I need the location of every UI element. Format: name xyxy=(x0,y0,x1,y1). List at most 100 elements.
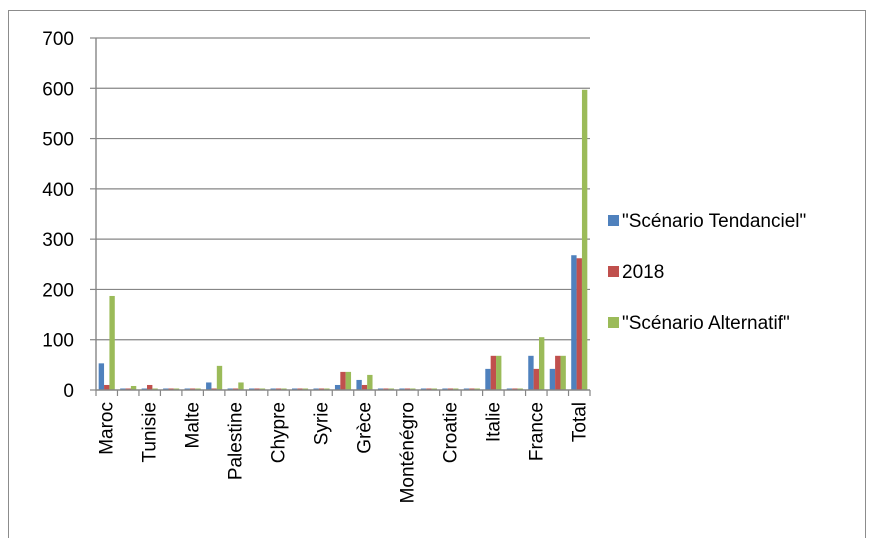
bar xyxy=(420,388,427,390)
bar xyxy=(447,388,454,390)
bar xyxy=(399,388,405,390)
y-tick-label: 300 xyxy=(42,230,74,251)
bar xyxy=(361,384,368,390)
y-tick-labels: 0 100 200 300 400 500 600 700 xyxy=(42,29,74,402)
bar xyxy=(98,363,105,390)
legend-label: "Scénario Tendanciel" xyxy=(622,211,806,232)
bar xyxy=(195,388,201,390)
bar xyxy=(206,382,212,390)
bar xyxy=(313,388,319,390)
bar xyxy=(538,337,545,390)
bar xyxy=(249,388,255,390)
bar xyxy=(334,384,341,390)
y-tick-label: 200 xyxy=(42,280,74,301)
axes xyxy=(95,38,591,396)
x-tick-label: Palestine xyxy=(226,402,247,480)
bar xyxy=(528,355,534,390)
bar xyxy=(324,388,330,390)
bar xyxy=(560,355,566,390)
bar xyxy=(173,388,180,390)
bar xyxy=(259,388,266,390)
x-tick-label: Syrie xyxy=(312,402,333,445)
bar xyxy=(302,388,309,390)
gridlines xyxy=(90,37,590,391)
bar xyxy=(388,388,395,390)
x-tick-label: Total xyxy=(569,402,590,442)
bar xyxy=(345,371,352,390)
x-tick-label: Tunisie xyxy=(140,402,161,463)
bar xyxy=(431,388,437,390)
y-tick-label: 0 xyxy=(63,381,74,402)
x-tick-label: France xyxy=(526,402,547,461)
bar xyxy=(270,388,276,390)
x-tick-label: Monténégro xyxy=(397,402,418,503)
legend-label: "Scénario Alternatif" xyxy=(622,313,790,334)
legend-label: 2018 xyxy=(622,262,664,283)
bar xyxy=(367,374,373,390)
bar xyxy=(163,388,169,390)
bar xyxy=(318,388,325,390)
y-tick-label: 400 xyxy=(42,180,74,201)
bar xyxy=(104,384,110,390)
bar xyxy=(184,388,190,390)
bar xyxy=(275,388,282,390)
bar xyxy=(517,388,523,390)
bar xyxy=(297,388,303,390)
bar xyxy=(356,379,362,390)
x-tick-label: Malte xyxy=(183,402,204,448)
bar xyxy=(141,388,148,390)
bar xyxy=(555,355,561,390)
bar xyxy=(109,295,115,390)
bar xyxy=(496,355,502,390)
bar xyxy=(377,388,384,390)
bar xyxy=(254,388,260,390)
y-tick-label: 700 xyxy=(42,29,74,50)
bar xyxy=(469,388,475,390)
bar xyxy=(549,368,556,390)
legend-swatch xyxy=(608,317,619,328)
bar xyxy=(404,388,411,390)
legend: "Scénario Tendanciel" 2018 "Scénario Alter… xyxy=(608,211,806,334)
bar xyxy=(291,388,298,390)
bar xyxy=(506,388,513,390)
bar xyxy=(232,388,239,390)
bar xyxy=(281,388,287,390)
bar xyxy=(581,89,588,390)
bar xyxy=(512,388,518,390)
bar xyxy=(426,388,432,390)
bar xyxy=(576,258,582,390)
bar xyxy=(152,388,158,390)
bar xyxy=(238,382,244,390)
legend-swatch xyxy=(608,266,619,277)
bar xyxy=(211,388,217,390)
bar xyxy=(216,365,223,390)
bar xyxy=(571,255,577,390)
bar xyxy=(485,368,491,390)
bar xyxy=(474,388,480,390)
bar xyxy=(410,388,416,390)
bar xyxy=(453,388,459,390)
x-tick-label: Chypre xyxy=(269,402,290,463)
x-tick-label: Maroc xyxy=(97,402,118,455)
y-tick-label: 100 xyxy=(42,331,74,352)
x-tick-label: Italie xyxy=(483,402,504,442)
bar xyxy=(120,388,126,390)
x-tick-label: Grèce xyxy=(354,402,375,454)
x-tick-labels: Maroc Tunisie Malte Palestine Chypre Syrie Grè… xyxy=(97,402,591,503)
bar xyxy=(442,388,448,390)
bar xyxy=(147,384,153,390)
x-tick-label: Croatie xyxy=(440,402,461,463)
bar xyxy=(227,388,233,390)
chart-frame xyxy=(8,10,866,538)
bar xyxy=(125,388,131,390)
bar xyxy=(168,388,174,390)
y-tick-label: 600 xyxy=(42,79,74,100)
legend-swatch xyxy=(608,215,619,226)
bar xyxy=(383,388,389,390)
bar xyxy=(490,355,497,390)
bar xyxy=(463,388,470,390)
bar xyxy=(340,371,346,390)
bar xyxy=(533,368,539,390)
bars xyxy=(98,89,588,390)
